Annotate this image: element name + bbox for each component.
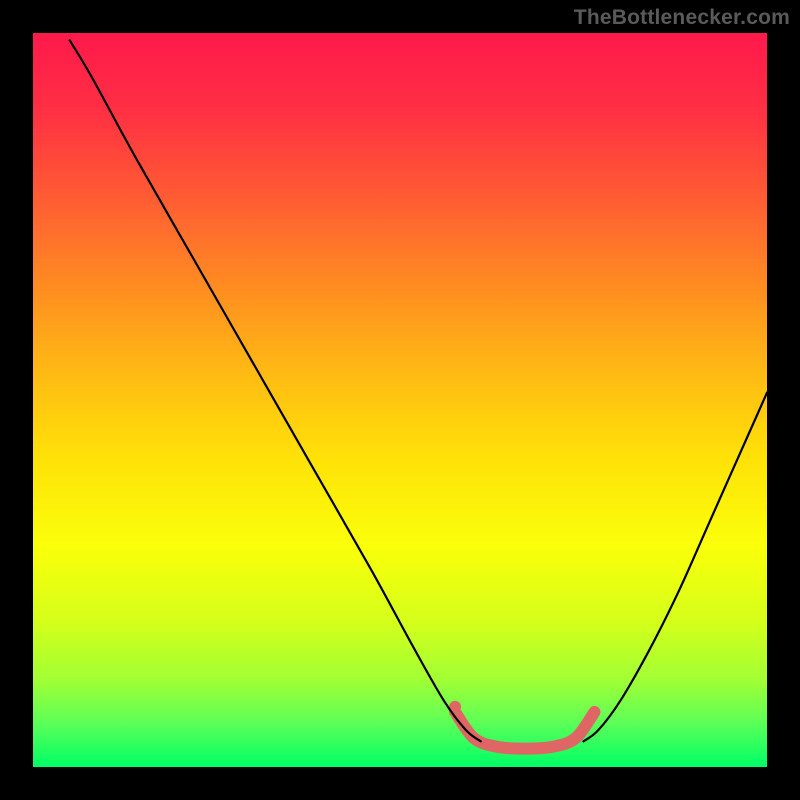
watermark-text: TheBottlenecker.com [574, 6, 790, 30]
chart-container: TheBottlenecker.com [0, 0, 800, 800]
plot-area [33, 33, 767, 767]
left-curve [70, 40, 481, 741]
curve-overlay [33, 33, 767, 767]
right-curve [584, 393, 768, 742]
highlight-band [455, 712, 594, 749]
